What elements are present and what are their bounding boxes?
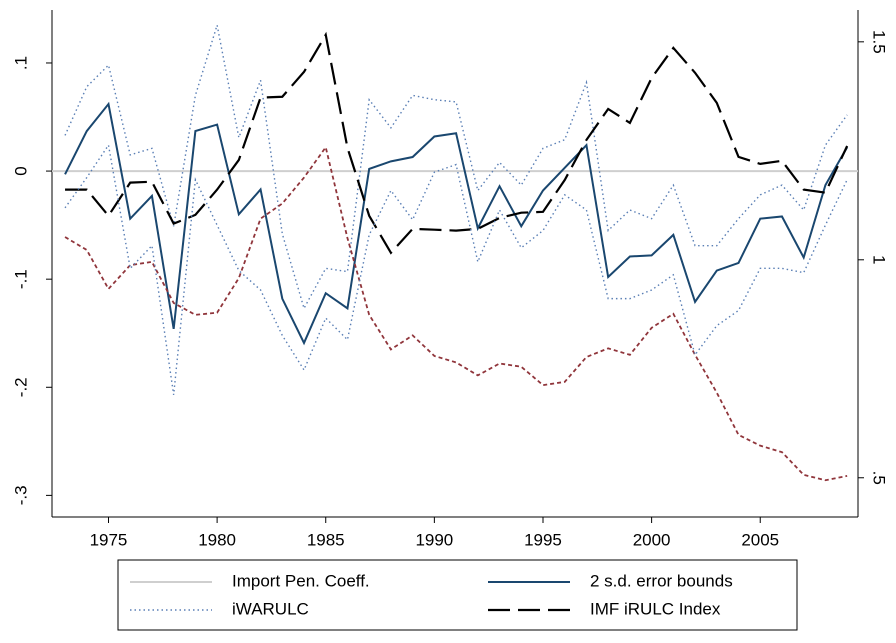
legend-label: Import Pen. Coeff. [232,571,370,590]
x-tick-label: 2005 [741,530,779,549]
series-line [65,31,849,255]
y-tick-label: -.3 [11,485,30,505]
x-tick-label: 1985 [307,530,345,549]
legend-label: iWARULC [232,599,309,618]
series-line [64,101,849,346]
x-tick-label: 1975 [90,530,128,549]
legend-label: 2 s.d. error bounds [590,571,733,590]
y2-tick-label: 1.5 [870,30,889,54]
y2-tick-label: 1 [870,255,889,264]
x-tick-label: 1990 [415,530,453,549]
y-tick-label: .1 [11,56,30,70]
x-tick-label: 1980 [198,530,236,549]
legend-label: IMF iRULC Index [590,599,721,618]
legend-box [117,559,798,631]
y-tick-label: 0 [11,166,30,175]
y-tick-label: -.2 [11,377,30,397]
y2-tick-label: .5 [870,471,889,485]
series-line [64,143,848,395]
series-line [64,24,848,311]
x-tick-label: 2000 [633,530,671,549]
y-tick-label: -.1 [11,269,30,289]
x-tick-label: 1995 [524,530,562,549]
